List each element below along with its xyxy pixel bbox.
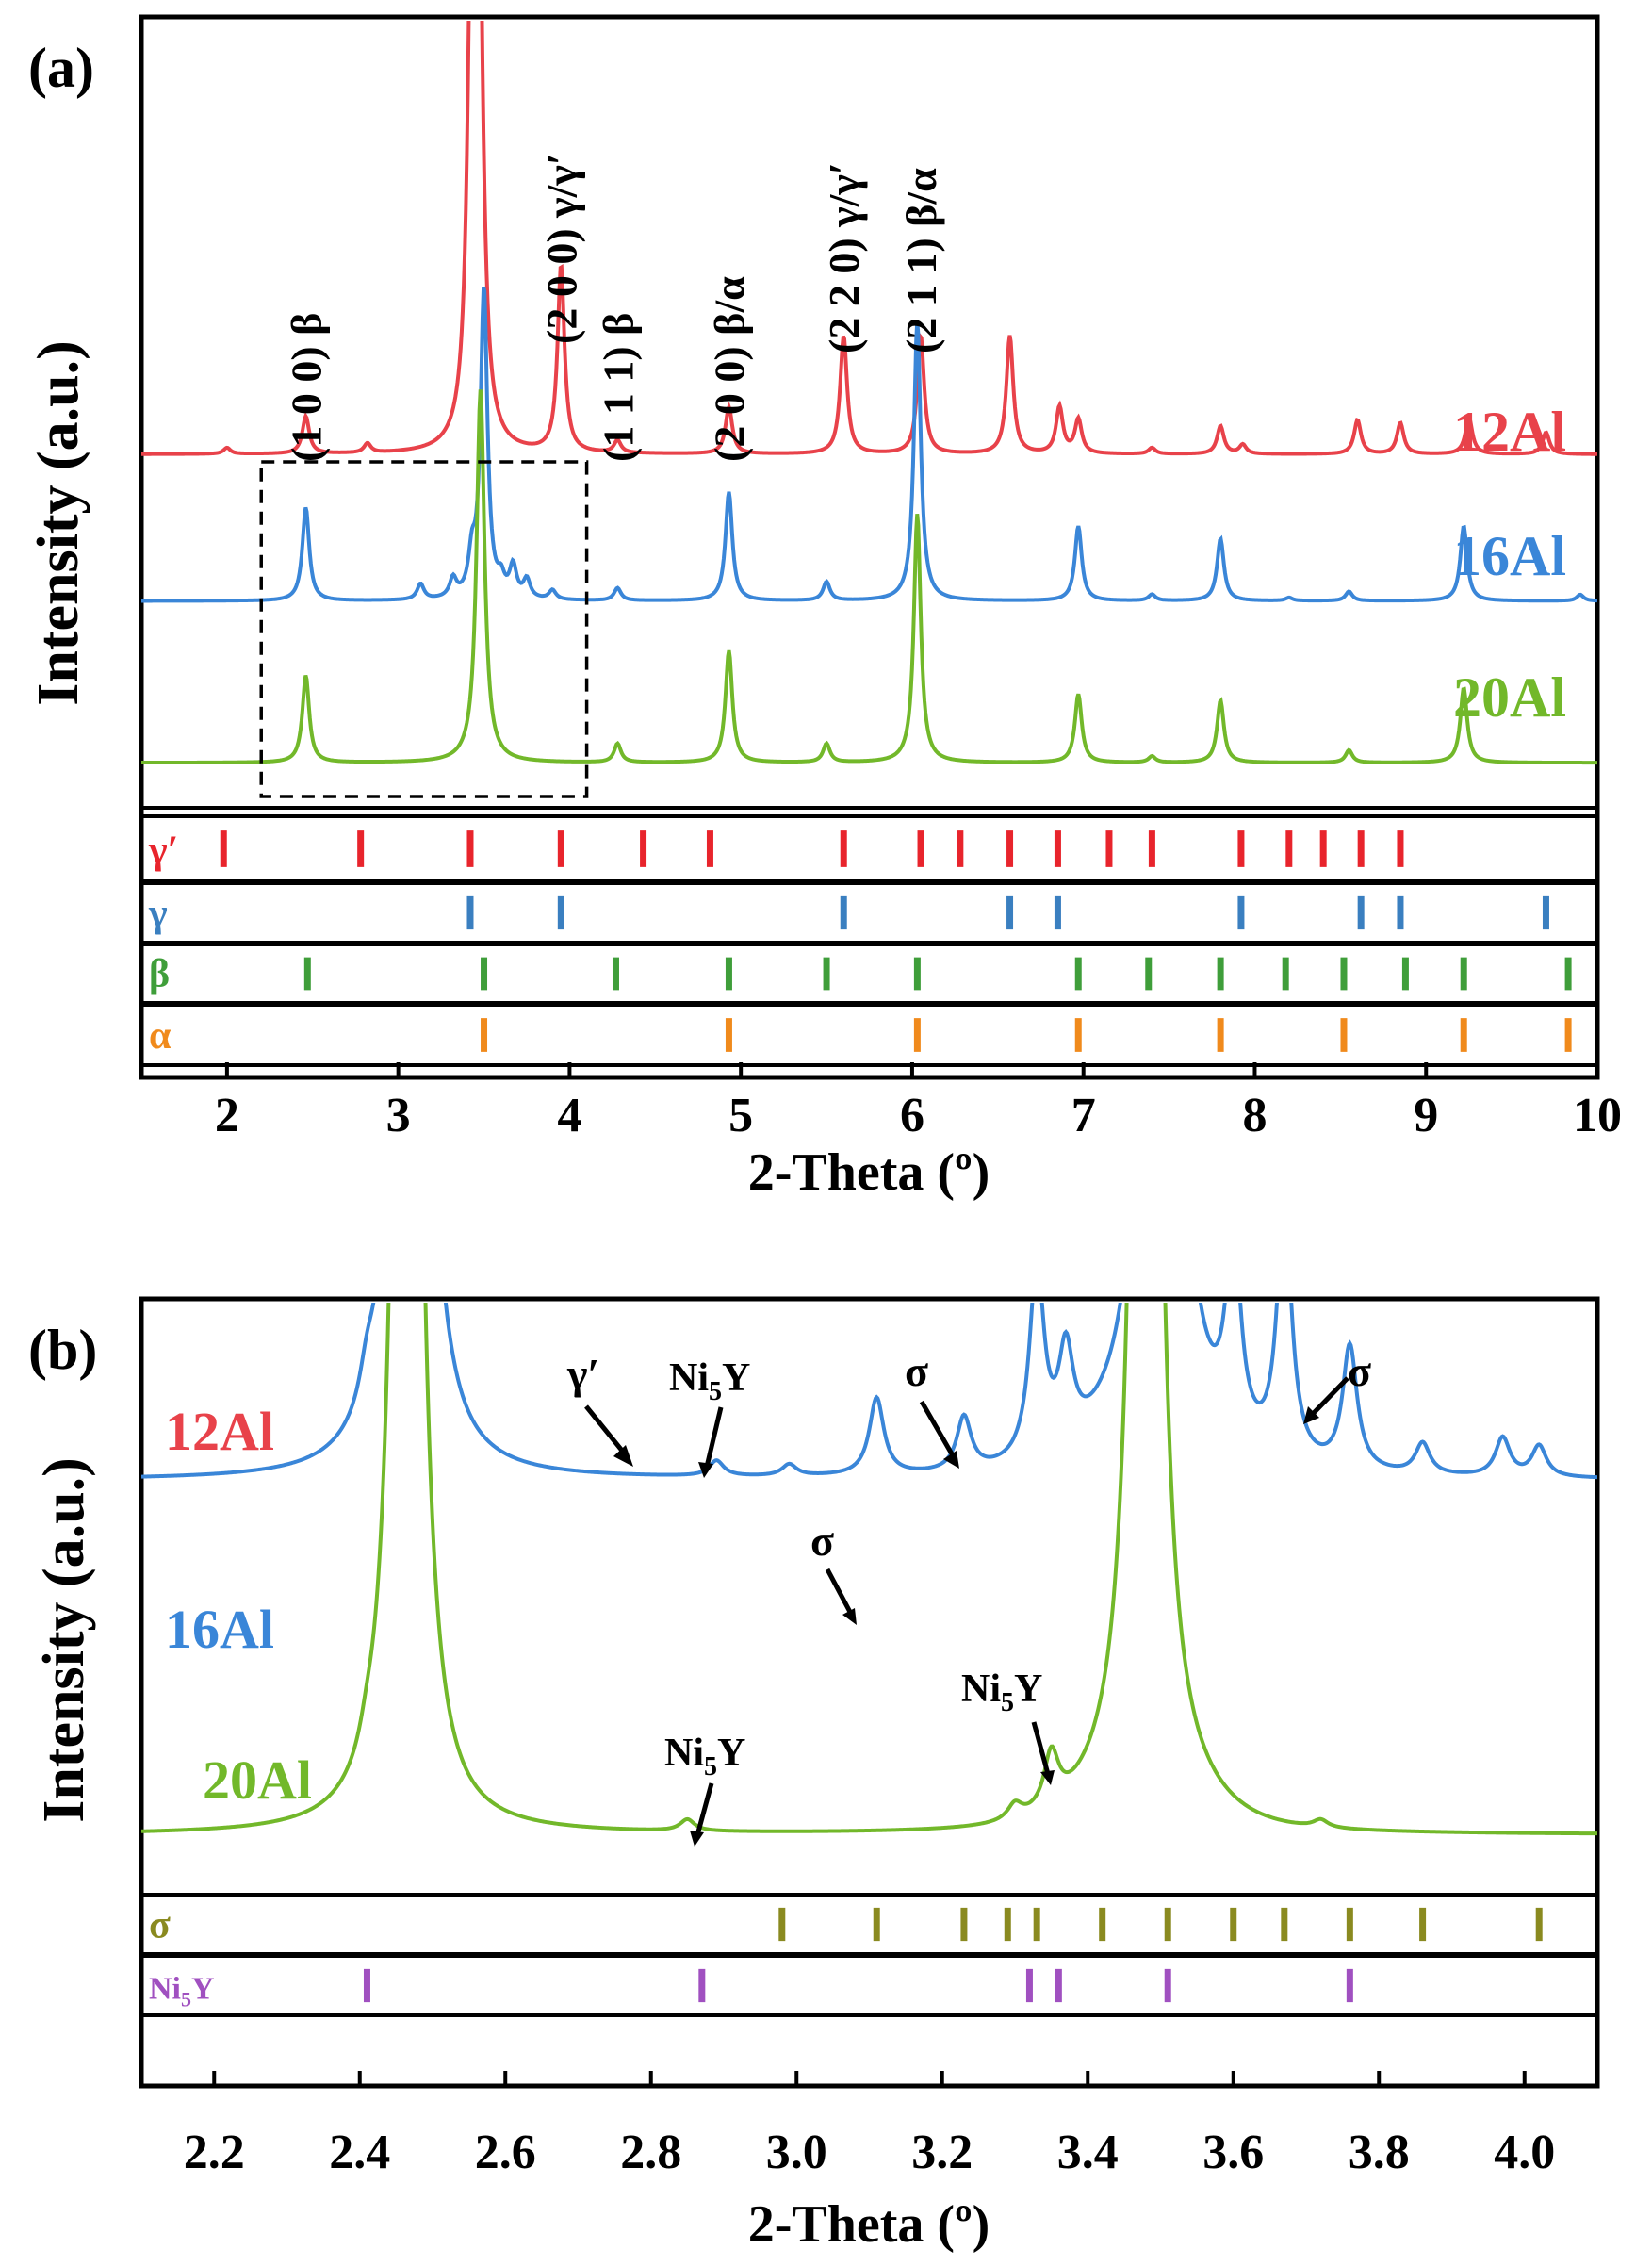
annotation-ni5y-20al-b: Ni5Y bbox=[961, 1667, 1042, 1717]
ref-row-1 bbox=[139, 1954, 1599, 2017]
panel-b-frame bbox=[139, 1296, 1600, 2089]
annotation-ni5y-12al: Ni5Y bbox=[669, 1356, 750, 1406]
panel-b: (b) Intensity (a.u.) 12Al 16Al 20Al γ′ N… bbox=[28, 1296, 1600, 2254]
trace-20al bbox=[141, 1303, 1597, 1836]
arrow-sigma-16al bbox=[825, 1568, 854, 1616]
panel-a-xlabel: 2-Theta (º) bbox=[748, 1143, 990, 1202]
x-tick-label-3: 5 bbox=[728, 1089, 753, 1142]
peak-label-100-beta: (1 0 0) β bbox=[282, 313, 330, 462]
x-tick-label-1: 2.4 bbox=[329, 2126, 390, 2179]
ref-label-0: σ bbox=[149, 1903, 171, 1946]
zoom-region-box bbox=[259, 460, 589, 798]
arrow-ni5y-12al bbox=[704, 1406, 724, 1468]
x-tick-label-7: 9 bbox=[1414, 1089, 1438, 1142]
panel-b-ylabel: Intensity (a.u.) bbox=[32, 1457, 96, 1823]
panel-a-peak-labels: (1 0 0) β (2 0 0) γ/γ′ (1 1 1) β (2 0 0)… bbox=[282, 153, 945, 462]
trace-16al bbox=[141, 286, 1597, 603]
series-label-20al-b: 20Al bbox=[203, 1749, 312, 1811]
ref-row-1 bbox=[139, 881, 1599, 944]
ref-label-3: α bbox=[149, 1014, 172, 1058]
x-tick-label-1: 3 bbox=[386, 1089, 411, 1142]
arrow-head-ni5y-12al bbox=[698, 1462, 713, 1478]
ref-label-2: β bbox=[149, 953, 170, 996]
panel-b-arrows bbox=[584, 1376, 1349, 1847]
panel-a-reference-bars: γ′ γβα bbox=[139, 814, 1599, 1067]
trace-16al bbox=[141, 1303, 1597, 1480]
x-tick-label-3: 2.8 bbox=[620, 2126, 681, 2179]
peak-label-200-beta-alpha: (2 0 0) β/α bbox=[705, 276, 753, 462]
x-tick-label-8: 10 bbox=[1573, 1089, 1622, 1142]
arrow-ni5y-20al-b bbox=[1031, 1721, 1051, 1775]
panel-b-series-labels: 12Al 16Al 20Al bbox=[165, 1401, 312, 1811]
panel-b-reference-bars: σ Ni5Y bbox=[139, 1893, 1599, 2017]
arrow-head-sigma-12al-a bbox=[943, 1451, 959, 1469]
ref-label-ni5y: Ni5Y bbox=[149, 1971, 215, 2011]
annotation-sigma-12al-b: σ bbox=[1348, 1347, 1371, 1395]
ref-label-1: γ bbox=[148, 892, 168, 935]
annotation-gamma-prime: γ′ bbox=[566, 1350, 599, 1398]
panel-a-frame bbox=[139, 14, 1600, 1080]
panel-a-x-axis: 2 3 4 5 6 7 8 9 10 bbox=[215, 1062, 1622, 1142]
panel-a-label: (a) bbox=[28, 37, 94, 99]
ref-row-3 bbox=[139, 1003, 1599, 1067]
arrow-head-sigma-12al-b bbox=[1303, 1406, 1319, 1424]
annotation-sigma-12al-a: σ bbox=[905, 1347, 928, 1395]
x-tick-label-6: 3.4 bbox=[1057, 2126, 1119, 2179]
trace-12al bbox=[141, 21, 1597, 456]
panel-b-xlabel: 2-Theta (º) bbox=[748, 2195, 990, 2254]
x-tick-label-5: 7 bbox=[1071, 1089, 1096, 1142]
x-tick-label-9: 4.0 bbox=[1494, 2126, 1555, 2179]
ref-label-0: γ′ bbox=[148, 829, 178, 873]
peak-label-220-gamma: (2 2 0) γ/γ′ bbox=[820, 162, 868, 353]
series-label-16al: 16Al bbox=[1453, 525, 1566, 587]
x-tick-label-8: 3.8 bbox=[1349, 2126, 1410, 2179]
x-tick-label-4: 3.0 bbox=[766, 2126, 827, 2179]
x-tick-label-7: 3.6 bbox=[1202, 2126, 1264, 2179]
x-tick-label-2: 4 bbox=[557, 1089, 581, 1142]
peak-label-200-gamma: (2 0 0) γ/γ′ bbox=[537, 153, 585, 344]
panel-b-x-axis: 2.2 2.4 2.6 2.8 3.0 3.2 3.4 3.6 3.8 4.0 bbox=[184, 2071, 1555, 2179]
arrow-ni5y-20al-a bbox=[695, 1782, 714, 1836]
arrow-sigma-12al-b bbox=[1310, 1376, 1349, 1417]
arrow-head-gamma-prime bbox=[613, 1445, 633, 1467]
x-tick-label-2: 2.6 bbox=[475, 2126, 536, 2179]
annotation-ni5y-20al-a: Ni5Y bbox=[664, 1732, 745, 1782]
ref-row-0 bbox=[139, 1893, 1599, 1956]
series-label-12al: 12Al bbox=[1453, 401, 1566, 463]
panel-a: (a) Intensity (a.u.) 12Al 16Al 20Al (1 0… bbox=[26, 14, 1622, 1202]
series-label-20al: 20Al bbox=[1453, 666, 1566, 729]
annotation-sigma-16al: σ bbox=[810, 1517, 834, 1565]
ref-row-2 bbox=[139, 943, 1599, 1005]
series-label-12al-b: 12Al bbox=[165, 1401, 274, 1462]
peak-label-211-beta-alpha: (2 1 1) β/α bbox=[897, 168, 945, 353]
x-tick-label-6: 8 bbox=[1242, 1089, 1267, 1142]
trace-20al bbox=[141, 389, 1597, 765]
x-tick-label-4: 6 bbox=[900, 1089, 924, 1142]
peak-label-111-beta: (1 1 1) β bbox=[594, 313, 642, 462]
panel-b-annotations: γ′ Ni5Y σ σ σ Ni5Y Ni5Y bbox=[566, 1347, 1371, 1782]
panel-b-traces bbox=[141, 1303, 1597, 1836]
panel-a-ylabel: Intensity (a.u.) bbox=[26, 340, 90, 706]
arrow-head-ni5y-20al-b bbox=[1040, 1770, 1055, 1785]
x-tick-label-5: 3.2 bbox=[911, 2126, 973, 2179]
arrow-head-ni5y-20al-a bbox=[690, 1831, 704, 1847]
arrow-gamma-prime bbox=[584, 1404, 629, 1458]
panel-a-traces bbox=[141, 21, 1597, 765]
arrow-sigma-12al-a bbox=[919, 1400, 957, 1459]
panel-a-series-labels: 12Al 16Al 20Al bbox=[1453, 401, 1566, 729]
x-tick-label-0: 2.2 bbox=[184, 2126, 245, 2179]
x-tick-label-0: 2 bbox=[215, 1089, 239, 1142]
panel-b-label: (b) bbox=[28, 1319, 97, 1381]
series-label-16al-b: 16Al bbox=[165, 1599, 274, 1660]
arrow-head-sigma-16al bbox=[842, 1608, 857, 1625]
